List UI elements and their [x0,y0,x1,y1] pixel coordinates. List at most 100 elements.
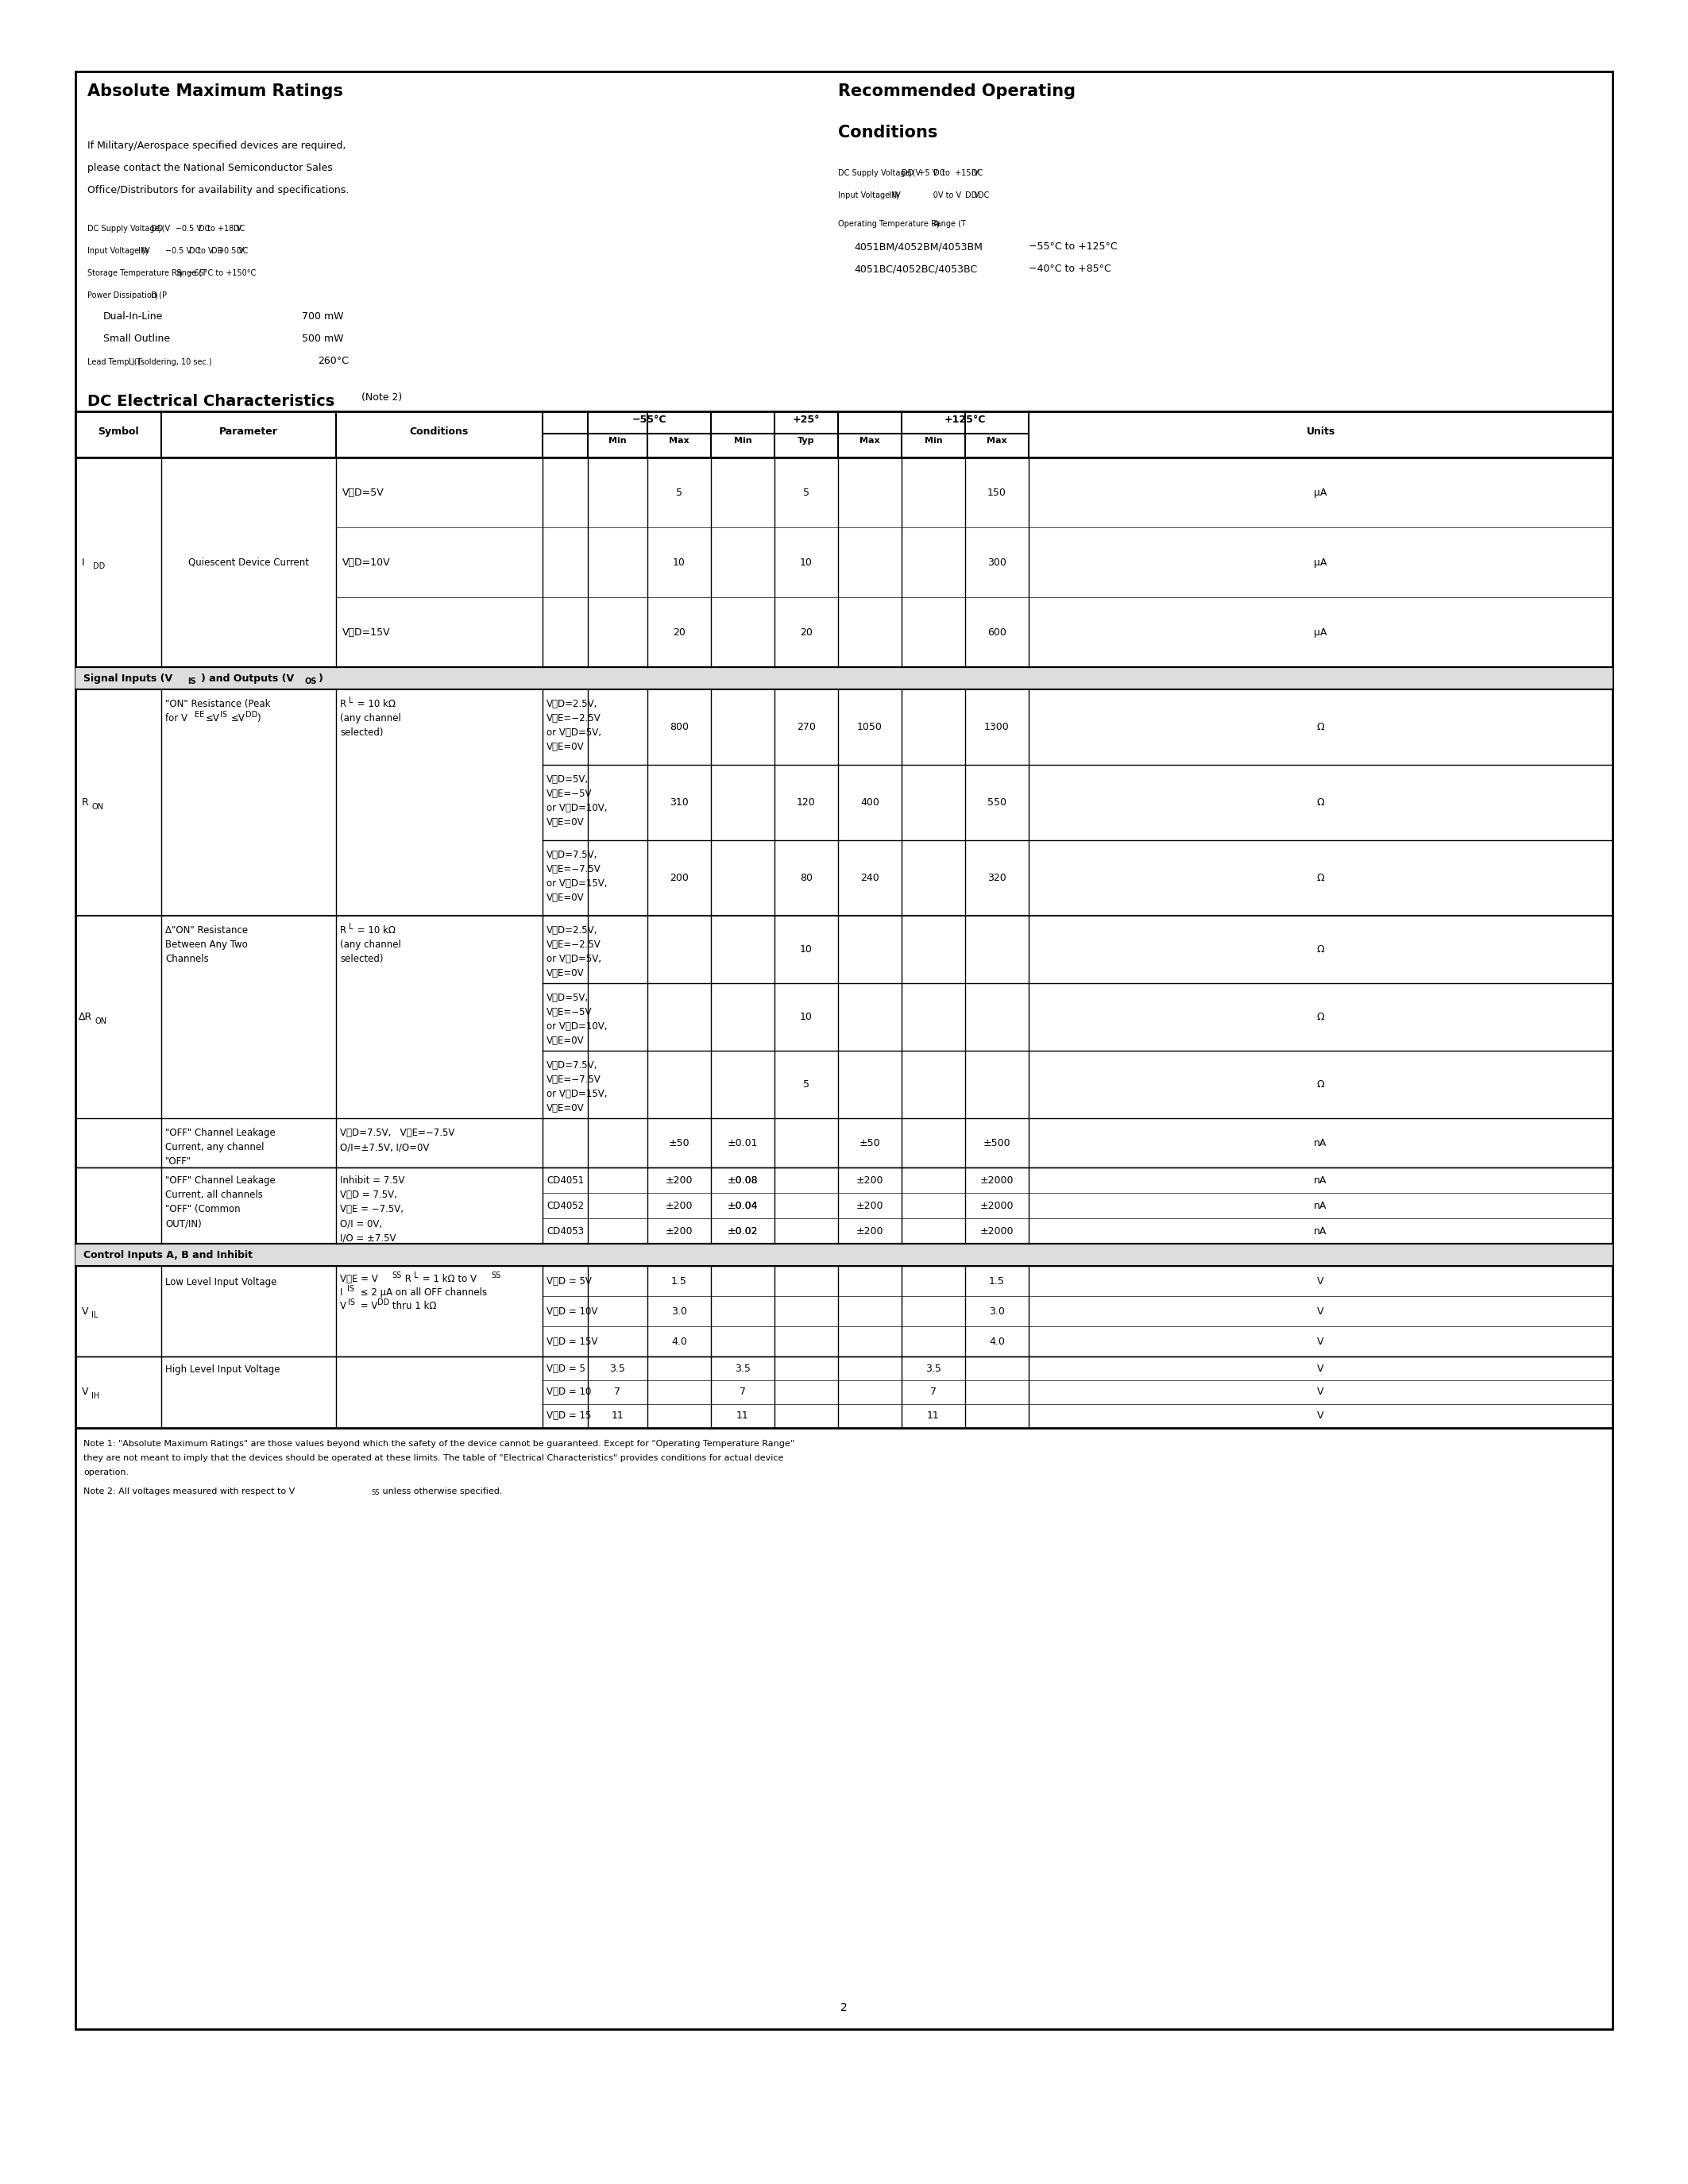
Text: Note 1: "Absolute Maximum Ratings" are those values beyond which the safety of t: Note 1: "Absolute Maximum Ratings" are t… [83,1439,795,1448]
Text: 120: 120 [797,797,815,808]
Text: V₝D=7.5V,: V₝D=7.5V, [547,1059,598,1070]
Text: +5 V: +5 V [912,168,937,177]
Text: Typ: Typ [798,437,815,446]
Text: ±200: ±200 [856,1175,883,1186]
Text: −55°C: −55°C [631,415,667,426]
Text: = 10 kΩ: = 10 kΩ [354,926,395,935]
Text: Ω: Ω [1317,874,1325,882]
Text: Current, any channel: Current, any channel [165,1142,263,1153]
Text: "OFF" Channel Leakage: "OFF" Channel Leakage [165,1127,275,1138]
Text: DD: DD [211,247,223,256]
Text: +125°C: +125°C [944,415,986,426]
Text: ±2000: ±2000 [981,1175,1014,1186]
Text: ±0.01: ±0.01 [728,1138,758,1149]
Text: ): ) [937,221,939,227]
Text: V₞E=0V: V₞E=0V [547,893,584,902]
Text: V₝D=7.5V,   V₞E=−7.5V: V₝D=7.5V, V₞E=−7.5V [339,1127,454,1138]
Text: High Level Input Voltage: High Level Input Voltage [165,1365,280,1374]
Text: "OFF" (Common: "OFF" (Common [165,1203,240,1214]
Text: V₞E=0V: V₞E=0V [547,1035,584,1046]
Text: DC: DC [189,247,201,256]
Text: μA: μA [1313,627,1327,638]
Text: V₞E = −7.5V,: V₞E = −7.5V, [339,1203,403,1214]
Text: operation.: operation. [83,1468,128,1476]
Text: Ω: Ω [1317,797,1325,808]
Text: 7: 7 [614,1387,621,1398]
Text: ±0.04: ±0.04 [728,1201,758,1210]
Text: V₝D=5V,: V₝D=5V, [547,994,589,1002]
Text: V₝D=15V: V₝D=15V [343,627,390,638]
Text: ): ) [145,247,147,256]
Text: V₝D = 5V: V₝D = 5V [547,1275,592,1286]
Text: Between Any Two: Between Any Two [165,939,248,950]
Text: 3.0: 3.0 [672,1306,687,1317]
Text: ±500: ±500 [982,1138,1011,1149]
Text: Control Inputs A, B and Inhibit: Control Inputs A, B and Inhibit [83,1249,253,1260]
Text: OUT/IN): OUT/IN) [165,1219,201,1230]
Text: 300: 300 [987,557,1006,568]
Text: V: V [339,1302,346,1310]
Text: IS: IS [187,677,196,686]
Text: I: I [339,1286,343,1297]
Text: A: A [933,221,939,227]
Text: Small Outline: Small Outline [103,334,170,343]
Text: R: R [339,699,346,710]
Text: Ω: Ω [1317,943,1325,954]
Text: 320: 320 [987,874,1006,882]
Text: I: I [81,557,84,568]
Text: V: V [1317,1411,1323,1422]
Text: ±200: ±200 [856,1225,883,1236]
Text: unless otherwise specified.: unless otherwise specified. [380,1487,503,1496]
Text: 4.0: 4.0 [672,1337,687,1348]
Text: V₝D=2.5V,: V₝D=2.5V, [547,699,598,710]
Text: V: V [81,1387,88,1398]
Text: +25°: +25° [793,415,820,426]
Text: 4.0: 4.0 [989,1337,1004,1348]
Text: ±0.02: ±0.02 [728,1225,758,1236]
Text: DC: DC [233,225,245,234]
Text: R: R [81,797,89,808]
Text: V: V [1317,1387,1323,1398]
Text: Ω: Ω [1317,1079,1325,1090]
Text: Signal Inputs (V: Signal Inputs (V [83,673,172,684]
Text: Current, all channels: Current, all channels [165,1190,263,1199]
Text: or V₝D=5V,: or V₝D=5V, [547,727,601,738]
Text: DD: DD [93,561,105,570]
Text: DC Electrical Characteristics: DC Electrical Characteristics [88,393,334,408]
Text: L: L [128,358,133,367]
Text: 1300: 1300 [984,723,1009,732]
Text: DD: DD [378,1299,390,1306]
Text: to V: to V [196,247,213,256]
Text: V₞E=−7.5V: V₞E=−7.5V [547,1075,601,1085]
Text: V: V [1317,1337,1323,1348]
Text: to +18 V: to +18 V [204,225,241,234]
Text: "OFF" Channel Leakage: "OFF" Channel Leakage [165,1175,275,1186]
Text: IS: IS [348,1299,354,1306]
Text: CD4053: CD4053 [547,1225,584,1236]
Text: 10: 10 [800,1011,812,1022]
Text: DD: DD [245,710,258,719]
Text: 3.5: 3.5 [734,1363,751,1374]
Text: L: L [414,1271,419,1280]
Text: V₞E=−7.5V: V₞E=−7.5V [547,865,601,874]
Text: V₝D = 10: V₝D = 10 [547,1387,591,1398]
Text: or V₝D=15V,: or V₝D=15V, [547,878,608,889]
Text: ): ) [179,269,182,277]
Text: 800: 800 [670,723,689,732]
Text: ±0.08: ±0.08 [728,1175,758,1186]
Text: 270: 270 [797,723,815,732]
Text: ≤ 2 μA on all OFF channels: ≤ 2 μA on all OFF channels [358,1286,488,1297]
Text: Max: Max [987,437,1008,446]
Text: V: V [1317,1275,1323,1286]
Text: Recommended Operating: Recommended Operating [837,83,1075,98]
Text: Lead Temp. (T: Lead Temp. (T [88,358,142,367]
Text: 11: 11 [611,1411,625,1422]
Text: 600: 600 [987,627,1006,638]
Text: ON: ON [95,1018,106,1024]
Text: V: V [1317,1306,1323,1317]
Text: ±0.08: ±0.08 [728,1175,758,1186]
Text: Storage Temperature Range (T: Storage Temperature Range (T [88,269,206,277]
Text: Symbol: Symbol [98,426,138,437]
Text: 1.5: 1.5 [989,1275,1004,1286]
Text: 10: 10 [800,943,812,954]
